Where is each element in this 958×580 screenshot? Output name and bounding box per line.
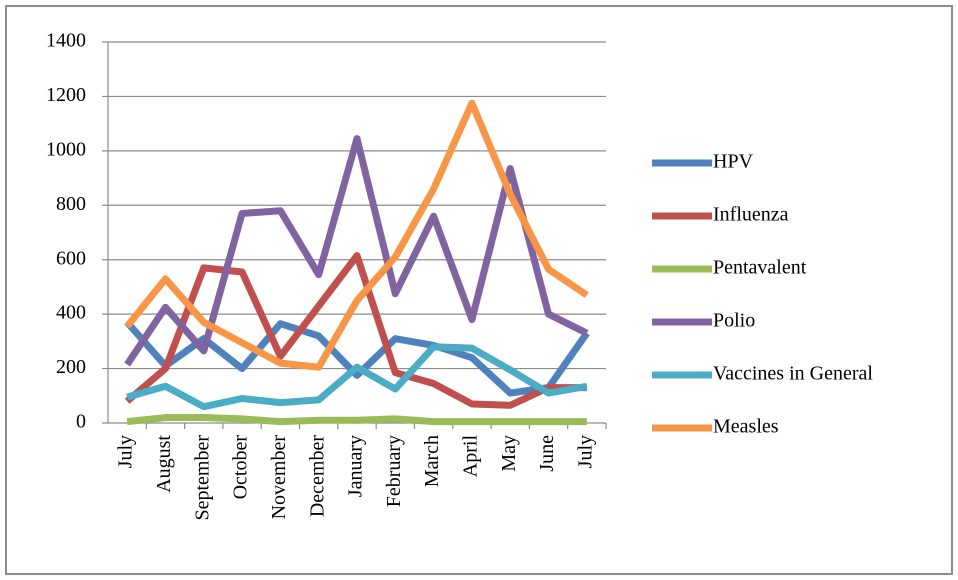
x-tick-label: June <box>536 435 558 472</box>
series-line <box>126 343 588 411</box>
legend-label: Influenza <box>713 204 789 226</box>
y-tick-label: 0 <box>76 411 86 433</box>
y-tick-label: 1200 <box>46 84 86 106</box>
series-line <box>124 135 589 367</box>
x-tick-label: October <box>230 435 252 500</box>
x-tick-label: January <box>345 435 367 497</box>
x-tick-label: November <box>268 435 290 520</box>
x-tick-label: July <box>574 435 596 468</box>
x-tick-label: April <box>460 435 482 478</box>
x-tick-label: August <box>153 435 175 493</box>
x-tick-label: March <box>421 435 443 487</box>
y-tick-label: 1000 <box>46 138 86 160</box>
x-tick-label: July <box>115 435 137 468</box>
series-line <box>126 414 587 426</box>
legend-label: Measles <box>713 416 779 438</box>
legend-label: Vaccines in General <box>713 363 873 385</box>
legend-label: Pentavalent <box>713 257 807 279</box>
x-tick-label: September <box>191 435 213 521</box>
x-tick-label: May <box>498 435 520 472</box>
series-line <box>124 252 587 409</box>
legend-label: HPV <box>713 151 754 173</box>
series-line <box>124 99 589 371</box>
legend-label: Polio <box>713 310 755 332</box>
y-tick-label: 1400 <box>46 30 86 52</box>
y-tick-label: 800 <box>56 193 86 215</box>
x-tick-label: February <box>383 435 405 507</box>
y-tick-label: 200 <box>56 356 86 378</box>
y-tick-label: 400 <box>56 302 86 324</box>
x-tick-label: December <box>306 435 328 518</box>
y-tick-label: 600 <box>56 247 86 269</box>
